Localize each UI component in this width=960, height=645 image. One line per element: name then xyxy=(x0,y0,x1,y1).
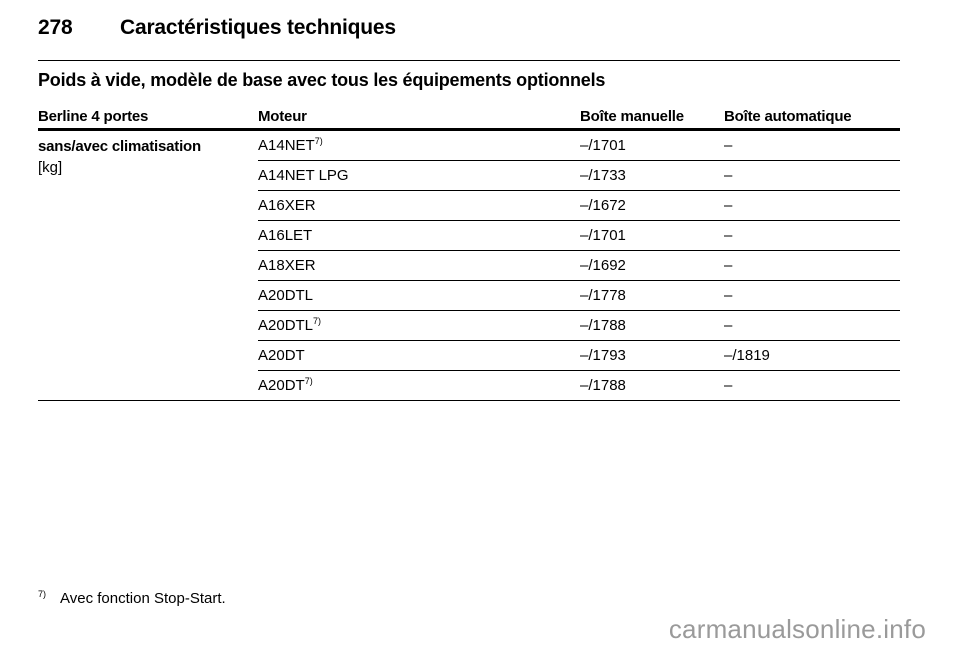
table-row: A20DT7) –/1788– xyxy=(38,370,900,401)
engine-name: A16LET xyxy=(258,227,313,244)
engine-name: A18XER xyxy=(258,257,316,274)
engine-name: A20DT xyxy=(258,377,305,394)
header-rule xyxy=(38,60,900,61)
table-row: A16LET –/1701– xyxy=(38,220,900,251)
engine-name: A20DTL xyxy=(258,287,314,304)
table-header-row: Berline 4 portes Moteur Boîte manuelle B… xyxy=(38,105,900,131)
footnote-ref: 7) xyxy=(313,316,322,326)
watermark: carmanualsonline.info xyxy=(668,614,926,644)
automatic-weight-cell: – xyxy=(724,129,900,161)
page-title: Caractéristiques techniques xyxy=(120,16,396,39)
table-row: A18XER –/1692– xyxy=(38,250,900,281)
manual-weight-cell: –/1701 xyxy=(580,129,724,161)
manual-weight-cell: –/1672 xyxy=(580,190,724,221)
column-header-manual: Boîte manuelle xyxy=(580,105,724,131)
table-row: A20DT –/1793 –/1819 xyxy=(38,340,900,371)
row-label-condition: sans/avec climatisation xyxy=(38,138,201,155)
engine-cell: A14NET7) xyxy=(258,129,580,161)
row-label-cell: sans/avec climatisation [kg] xyxy=(38,129,258,401)
engine-name: A16XER xyxy=(258,197,316,214)
table-row: A16XER –/1672– xyxy=(38,190,900,221)
row-label-unit: [kg] xyxy=(38,159,63,176)
engine-cell: A20DTL xyxy=(258,280,580,311)
automatic-weight-cell: –/1819 xyxy=(724,340,900,371)
manual-weight-cell: –/1701 xyxy=(580,220,724,251)
weights-table: Berline 4 portes Moteur Boîte manuelle B… xyxy=(38,105,900,401)
engine-cell: A18XER xyxy=(258,250,580,281)
footnote: 7) Avec fonction Stop-Start. xyxy=(38,589,226,608)
engine-name: A20DTL xyxy=(258,317,314,334)
manual-weight-cell: –/1788 xyxy=(580,310,724,341)
footnote-text: Avec fonction Stop-Start. xyxy=(60,590,226,607)
footnote-ref: 7) xyxy=(314,136,323,146)
engine-cell: A14NET LPG xyxy=(258,160,580,191)
table-row: A14NET LPG –/1733– xyxy=(38,160,900,191)
engine-cell: A16LET xyxy=(258,220,580,251)
footnote-ref: 7) xyxy=(304,376,313,386)
section-subtitle: Poids à vide, modèle de base avec tous l… xyxy=(38,70,606,90)
manual-weight-cell: –/1778 xyxy=(580,280,724,311)
engine-cell: A16XER xyxy=(258,190,580,221)
manual-weight-cell: –/1788 xyxy=(580,370,724,401)
manual-weight-cell: –/1733 xyxy=(580,160,724,191)
engine-name: A14NET xyxy=(258,137,315,154)
page-number: 278 xyxy=(38,16,73,39)
table-row: A20DTL –/1778– xyxy=(38,280,900,311)
engine-cell: A20DTL7) xyxy=(258,310,580,341)
table-body: sans/avec climatisation [kg] A14NET7) –/170… xyxy=(38,129,900,401)
automatic-weight-cell: – xyxy=(724,220,900,251)
column-header-body: Berline 4 portes xyxy=(38,105,258,131)
automatic-weight-cell: – xyxy=(724,190,900,221)
manual-weight-cell: –/1692 xyxy=(580,250,724,281)
engine-name: A20DT xyxy=(258,347,305,364)
footnote-marker: 7) xyxy=(38,589,47,599)
automatic-weight-cell: – xyxy=(724,310,900,341)
page-header: 278 Caractéristiques techniques xyxy=(38,16,396,40)
engine-name: A14NET LPG xyxy=(258,167,349,184)
column-header-automatic: Boîte automatique xyxy=(724,105,900,131)
automatic-weight-cell: – xyxy=(724,370,900,401)
table-row: sans/avec climatisation [kg] A14NET7) –/170… xyxy=(38,129,900,401)
manual-weight-cell: –/1793 xyxy=(580,340,724,371)
automatic-weight-cell: – xyxy=(724,250,900,281)
table-row: A20DTL7) –/1788– xyxy=(38,310,900,341)
automatic-weight-cell: – xyxy=(724,160,900,191)
engine-cell: A20DT7) xyxy=(258,370,580,401)
automatic-weight-cell: – xyxy=(724,280,900,311)
column-header-engine: Moteur xyxy=(258,105,580,131)
engine-cell: A20DT xyxy=(258,340,580,371)
